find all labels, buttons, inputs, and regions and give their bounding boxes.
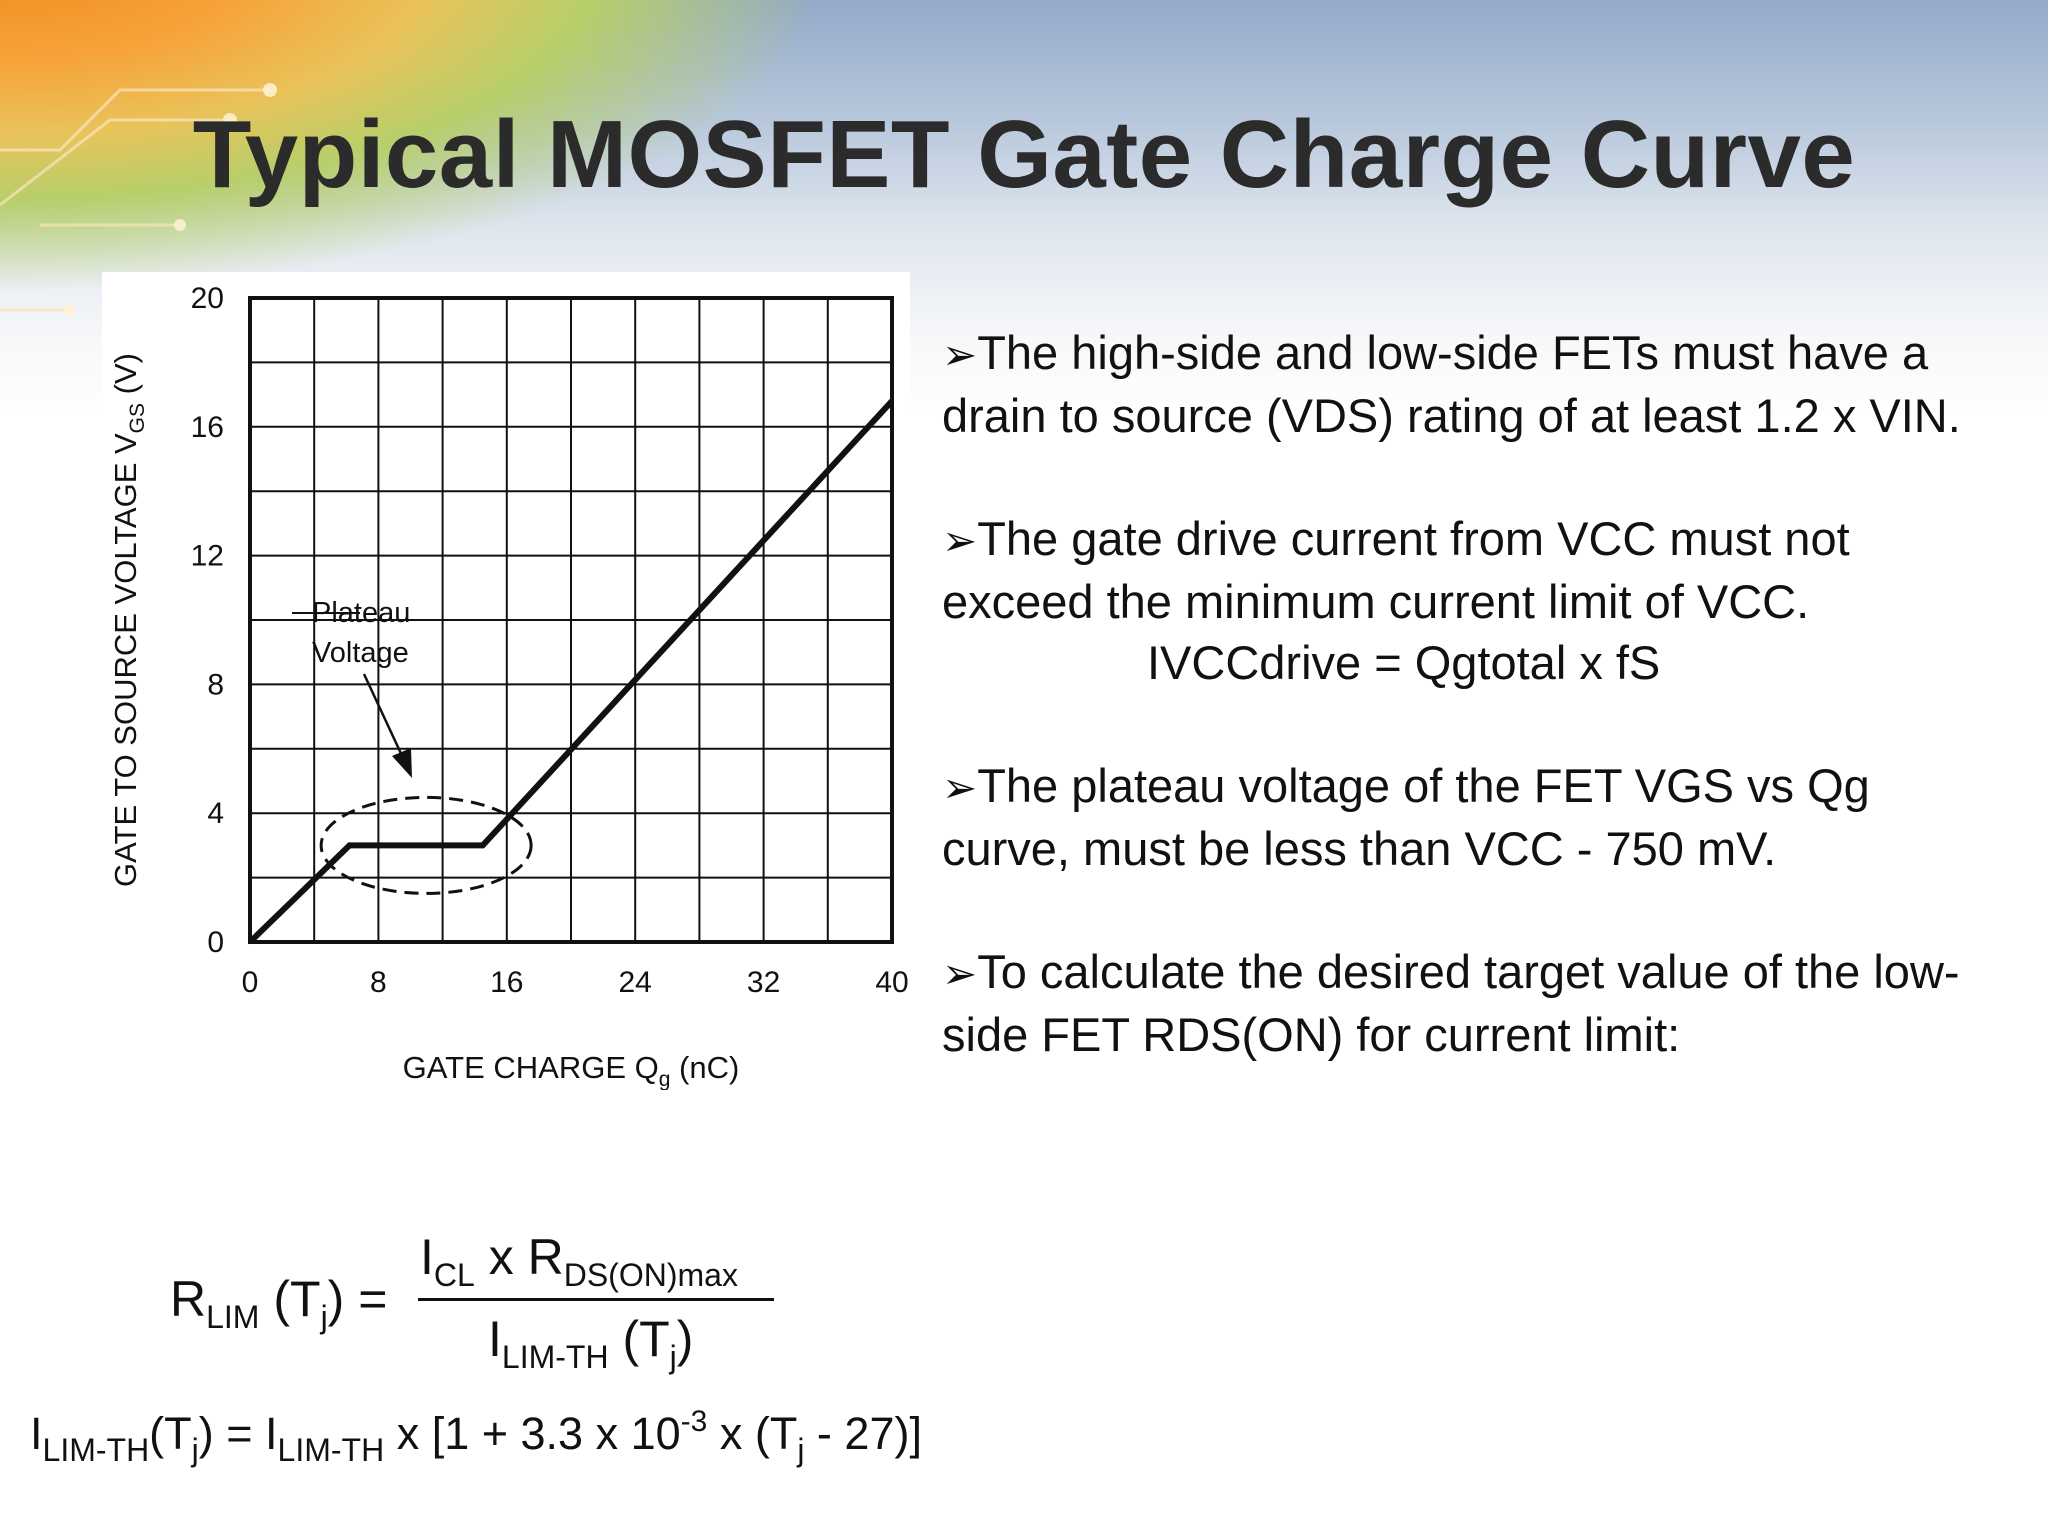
y-tick-label: 20 xyxy=(191,282,224,315)
y-tick-label: 16 xyxy=(191,411,224,444)
bullet-text: To calculate the desired target value of… xyxy=(942,945,1960,1061)
plateau-annotation-label-line2: Voltage xyxy=(312,637,409,669)
ilim-th-formula: ILIM-TH(Tj) = ILIM-TH x [1 + 3.3 x 10-3 … xyxy=(30,1405,922,1468)
x-tick-label: 40 xyxy=(875,966,908,999)
bullet-list: ➢The high-side and low-side FETs must ha… xyxy=(942,322,2002,1127)
plateau-arrow-shaft xyxy=(362,673,406,761)
y-tick-label: 4 xyxy=(207,797,224,830)
fraction-bar xyxy=(418,1298,774,1301)
circuit-decoration xyxy=(0,83,277,316)
bullet-arrow-icon: ➢ xyxy=(942,516,978,565)
bullet-plateau-voltage: ➢The plateau voltage of the FET VGS vs Q… xyxy=(942,755,2002,879)
x-tick-label: 24 xyxy=(619,966,652,999)
bullet-arrow-icon: ➢ xyxy=(942,330,978,379)
gate-charge-chart: 0 8 16 24 32 40 0 4 8 12 16 20 GATE CHARGE Qg (nC) GA… xyxy=(108,282,909,1091)
bullet-text: The gate drive current from VCC must not… xyxy=(942,512,1850,628)
plateau-highlight-ellipse xyxy=(319,795,533,895)
plot-frame xyxy=(248,296,894,944)
bullet-text: The plateau voltage of the FET VGS vs Qg… xyxy=(942,759,1870,875)
rlim-formula: RLIM (Tj) = ICL x RDS(ON)max ILIM-TH (Tj… xyxy=(30,1130,930,1480)
x-tick-label: 0 xyxy=(242,966,259,999)
formula-denominator: ILIM-TH (Tj) xyxy=(488,1311,694,1375)
formula-numerator: ICL x RDS(ON)max xyxy=(420,1229,738,1293)
chart-panel: 0 8 16 24 32 40 0 4 8 12 16 20 GATE CHARGE Qg (nC) GA… xyxy=(102,272,910,1091)
bullet-arrow-icon: ➢ xyxy=(942,763,978,812)
bullet-gate-drive-current: ➢The gate drive current from VCC must no… xyxy=(942,508,2002,693)
x-tick-label: 16 xyxy=(490,966,523,999)
bullet-vds-rating: ➢The high-side and low-side FETs must ha… xyxy=(942,322,2002,446)
ivcc-equation: IVCCdrive = Qgtotal x fS xyxy=(1147,636,1661,689)
bullet-text: The high-side and low-side FETs must hav… xyxy=(942,326,1961,442)
plateau-arrow-head xyxy=(392,748,412,778)
y-tick-label: 0 xyxy=(207,926,224,959)
bullet-arrow-icon: ➢ xyxy=(942,949,978,998)
bullet-rdson-target: ➢To calculate the desired target value o… xyxy=(942,941,2002,1065)
y-tick-label: 8 xyxy=(207,668,224,701)
slide-title: Typical MOSFET Gate Charge Curve xyxy=(192,101,1856,208)
x-tick-label: 8 xyxy=(370,966,387,999)
y-tick-label: 12 xyxy=(191,540,224,573)
x-axis-label: GATE CHARGE Qg (nC) xyxy=(403,1050,740,1090)
gate-charge-curve xyxy=(247,399,895,945)
y-axis-label: GATE TO SOURCE VOLTAGE VGS (V) xyxy=(108,353,149,887)
formula-lhs: RLIM (Tj) = xyxy=(170,1271,388,1335)
x-tick-label: 32 xyxy=(747,966,780,999)
